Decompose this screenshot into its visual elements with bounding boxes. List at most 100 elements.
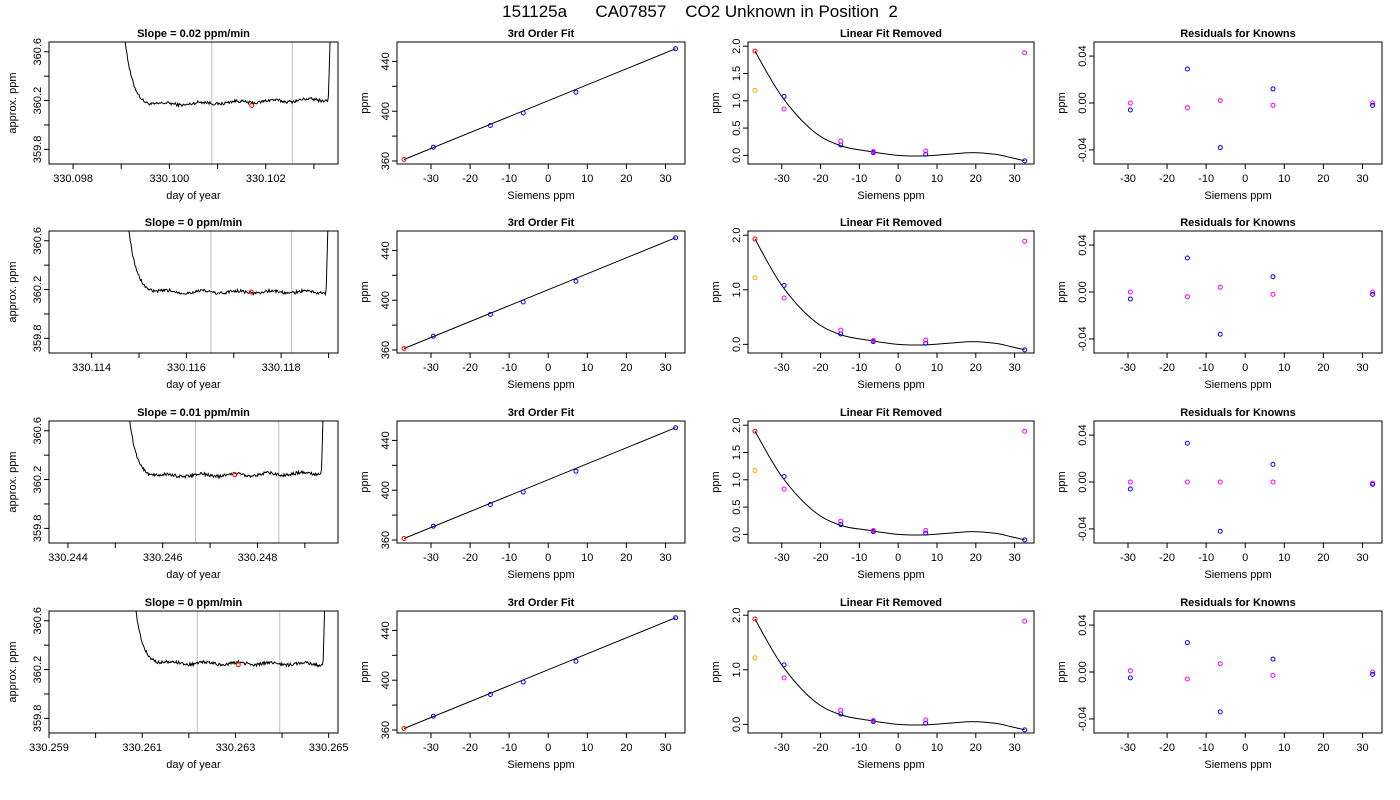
plot-area [752,428,1028,543]
data-point [870,338,876,344]
y-tick-label: 0.04 [1077,234,1089,255]
data-point [673,235,679,241]
x-tick-label: 330.261 [122,742,162,754]
x-tick-label: 330.263 [216,742,256,754]
x-tick-label: 30 [659,742,671,754]
data-point [1217,331,1223,337]
data-point [430,144,436,150]
x-tick-label: -30 [423,173,439,185]
data-point [1022,537,1028,543]
y-tick-label: 360 [380,721,392,739]
plot-frame [1093,230,1383,354]
x-axis-label: Siemens ppm [507,569,574,581]
y-tick-label: 360.2 [32,656,44,684]
y-tick-label: 0.0 [731,717,743,732]
data-point [1184,294,1190,300]
data-point [1370,291,1376,297]
y-tick-label: 360 [380,152,392,170]
plot-title: Slope = 0 ppm/min [145,217,243,229]
data-point [923,530,929,536]
x-tick-label: 10 [931,742,943,754]
data-point [923,717,929,723]
data-point [923,337,929,343]
panel-r4-c4: Residuals for Knowns -30 -20 -10 0 10 20 30 Siem… [1056,597,1383,771]
data-point [487,692,493,698]
data-point [1127,100,1133,106]
page-title: 151125a CA07857 CO2 Unknown in Position … [502,2,898,21]
plot-title: Residuals for Knowns [1180,407,1296,419]
x-tick-label: -20 [462,362,478,374]
data-point [781,675,787,681]
data-point [1127,296,1133,302]
y-axis-label: ppm [359,92,371,113]
data-point [923,528,929,534]
x-tick-label: -30 [423,552,439,564]
data-point [1270,102,1276,108]
x-tick-label: 0 [1242,552,1248,564]
plot-title: 3rd Order Fit [508,28,575,40]
x-tick-label: 20 [970,173,982,185]
x-tick-label: 20 [1317,742,1329,754]
data-point [401,157,407,163]
data-point [923,340,929,346]
data-point [1184,66,1190,72]
y-tick-label: 0.0 [731,337,743,352]
data-point [1270,86,1276,92]
x-tick-label: 330.118 [262,362,301,374]
x-tick-label: 10 [1278,552,1290,564]
x-tick-label: -10 [851,552,867,564]
y-axis-label: approx. ppm [7,261,19,322]
plot-frame [396,610,686,734]
plot-frame [747,230,1035,354]
y-tick-label: 440 [380,241,392,259]
x-tick-label: 20 [970,362,982,374]
x-tick-label: -30 [1120,362,1136,374]
data-point [573,278,579,284]
y-tick-label: -0.04 [1077,326,1089,351]
data-point [1370,289,1376,295]
data-point [673,615,679,621]
y-tick-label: 2.0 [731,418,743,433]
x-tick-label: 30 [659,362,671,374]
x-tick-label: -20 [462,173,478,185]
x-tick-label: 0 [895,552,901,564]
data-point [1184,255,1190,261]
fit-line [403,617,676,729]
x-tick-label: 10 [581,552,593,564]
x-tick-label: 0 [545,362,551,374]
data-point [1270,479,1276,485]
y-tick-label: 360 [380,531,392,549]
x-tick-label: 330.244 [48,552,88,564]
data-point [838,522,844,528]
y-tick-label: -0.04 [1077,516,1089,541]
panel-r3-c2: 3rd Order Fit -30 -20 -10 0 10 20 30 Siemens ppm… [359,407,686,581]
plot-frame [747,610,1035,734]
plot-frame [747,41,1035,165]
y-tick-label: 0.00 [1077,281,1089,302]
y-tick-label: 1.0 [731,282,743,297]
data-point [1370,100,1376,106]
data-point [923,720,929,726]
x-tick-label: 0 [1242,173,1248,185]
x-tick-label: 0 [895,173,901,185]
x-tick-label: -20 [462,552,478,564]
data-point [1217,528,1223,534]
plot-title: 3rd Order Fit [508,597,575,609]
y-tick-label: 360.6 [32,227,44,255]
y-tick-label: 360 [380,341,392,359]
x-tick-label: -10 [1198,552,1214,564]
data-point [673,46,679,52]
x-tick-label: 30 [1356,742,1368,754]
x-tick-label: 20 [620,552,632,564]
x-axis-label: Siemens ppm [1204,190,1271,202]
y-tick-label: 0.0 [731,527,743,542]
plot-area [752,236,1028,353]
x-tick-label: -30 [774,362,790,374]
y-axis-label: ppm [1056,661,1068,682]
x-axis-label: Siemens ppm [857,759,924,771]
panel-r3-c4: Residuals for Knowns -30 -20 -10 0 10 20 30 Siem… [1056,407,1383,581]
data-point [870,718,876,724]
data-point [573,89,579,95]
y-tick-label: 360.6 [32,38,44,66]
data-point [520,489,526,495]
